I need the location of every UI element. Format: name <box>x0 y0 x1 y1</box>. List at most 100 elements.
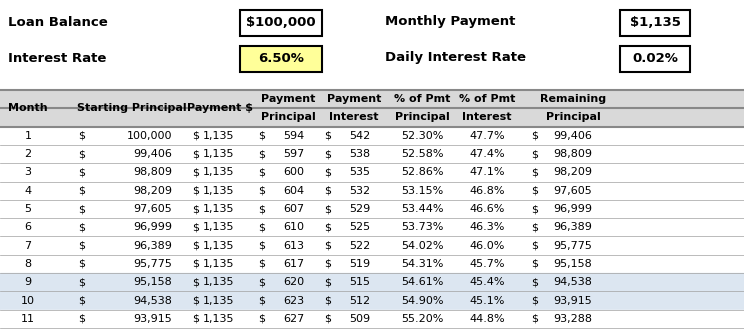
Text: 94,538: 94,538 <box>553 277 592 287</box>
Text: 54.90%: 54.90% <box>401 296 443 306</box>
Bar <box>0 145 744 163</box>
Text: 46.8%: 46.8% <box>469 186 504 196</box>
Text: 597: 597 <box>283 149 304 159</box>
Text: $: $ <box>79 167 86 178</box>
Text: 1,135: 1,135 <box>202 296 234 306</box>
Text: $: $ <box>324 167 332 178</box>
Text: 512: 512 <box>349 296 370 306</box>
Text: 1,135: 1,135 <box>202 131 234 141</box>
Text: $: $ <box>531 186 539 196</box>
Text: $: $ <box>258 277 266 287</box>
Text: $: $ <box>193 204 199 214</box>
Text: 53.44%: 53.44% <box>401 204 443 214</box>
Text: $: $ <box>531 167 539 178</box>
Bar <box>0 218 744 237</box>
Text: $: $ <box>193 167 199 178</box>
Text: 95,158: 95,158 <box>554 259 592 269</box>
Text: $: $ <box>324 314 332 324</box>
Text: 95,775: 95,775 <box>553 241 592 250</box>
Text: 5: 5 <box>25 204 31 214</box>
Text: 96,999: 96,999 <box>553 204 592 214</box>
Text: $: $ <box>193 149 199 159</box>
Text: 53.73%: 53.73% <box>401 222 443 232</box>
Text: 542: 542 <box>349 131 370 141</box>
Text: 2: 2 <box>25 149 31 159</box>
Bar <box>0 108 744 127</box>
Bar <box>0 90 744 108</box>
Text: $: $ <box>258 167 266 178</box>
Text: 11: 11 <box>21 314 35 324</box>
Text: $: $ <box>531 131 539 141</box>
Text: Principal: Principal <box>394 113 449 122</box>
Text: $: $ <box>324 241 332 250</box>
Text: 96,389: 96,389 <box>553 222 592 232</box>
Text: % of Pmt: % of Pmt <box>459 94 515 104</box>
Text: 53.15%: 53.15% <box>401 186 443 196</box>
Text: 522: 522 <box>349 241 370 250</box>
Bar <box>0 310 744 328</box>
Text: $: $ <box>79 314 86 324</box>
FancyBboxPatch shape <box>240 46 322 72</box>
Text: $: $ <box>79 186 86 196</box>
Text: 1,135: 1,135 <box>202 277 234 287</box>
Bar <box>0 127 744 145</box>
Text: 610: 610 <box>283 222 304 232</box>
Text: $: $ <box>79 149 86 159</box>
Text: $1,135: $1,135 <box>629 16 681 29</box>
Text: $: $ <box>258 131 266 141</box>
Text: 98,209: 98,209 <box>553 167 592 178</box>
Text: 594: 594 <box>283 131 304 141</box>
Text: Remaining: Remaining <box>540 94 606 104</box>
Text: 47.1%: 47.1% <box>469 167 504 178</box>
Text: $: $ <box>79 259 86 269</box>
Text: 627: 627 <box>283 314 304 324</box>
Text: 52.30%: 52.30% <box>401 131 443 141</box>
Text: Month: Month <box>8 103 48 113</box>
Text: 94,538: 94,538 <box>133 296 172 306</box>
Text: $: $ <box>324 259 332 269</box>
Text: 1: 1 <box>25 131 31 141</box>
Text: $: $ <box>531 314 539 324</box>
Text: 604: 604 <box>283 186 304 196</box>
Text: 538: 538 <box>349 149 370 159</box>
Bar <box>0 182 744 200</box>
Text: 45.4%: 45.4% <box>469 277 504 287</box>
Text: 1,135: 1,135 <box>202 167 234 178</box>
Text: 46.3%: 46.3% <box>469 222 504 232</box>
Text: 93,915: 93,915 <box>133 314 172 324</box>
Text: 44.8%: 44.8% <box>469 314 505 324</box>
Text: $: $ <box>79 204 86 214</box>
Text: 1,135: 1,135 <box>202 259 234 269</box>
Text: $: $ <box>193 186 199 196</box>
Text: $: $ <box>531 241 539 250</box>
Text: 96,389: 96,389 <box>133 241 172 250</box>
Text: 97,605: 97,605 <box>133 204 172 214</box>
Text: $: $ <box>193 259 199 269</box>
Text: 532: 532 <box>349 186 370 196</box>
Text: 6.50%: 6.50% <box>258 52 304 65</box>
Text: $: $ <box>531 204 539 214</box>
Text: 54.61%: 54.61% <box>401 277 443 287</box>
Bar <box>0 200 744 218</box>
Text: 54.02%: 54.02% <box>401 241 443 250</box>
FancyBboxPatch shape <box>620 46 690 72</box>
Text: 96,999: 96,999 <box>133 222 172 232</box>
Text: $: $ <box>531 222 539 232</box>
Bar <box>0 255 744 273</box>
Text: Interest: Interest <box>462 113 512 122</box>
Text: Starting Principal: Starting Principal <box>77 103 187 113</box>
Text: 95,775: 95,775 <box>133 259 172 269</box>
Text: 98,809: 98,809 <box>133 167 172 178</box>
Text: $: $ <box>258 314 266 324</box>
Text: 1,135: 1,135 <box>202 204 234 214</box>
Text: 10: 10 <box>21 296 35 306</box>
Text: $: $ <box>258 149 266 159</box>
Text: 529: 529 <box>349 204 370 214</box>
Text: $: $ <box>324 186 332 196</box>
Text: $: $ <box>79 277 86 287</box>
Text: 607: 607 <box>283 204 304 214</box>
Text: $: $ <box>531 277 539 287</box>
Text: 45.7%: 45.7% <box>469 259 504 269</box>
Text: 620: 620 <box>283 277 304 287</box>
Text: $: $ <box>324 131 332 141</box>
